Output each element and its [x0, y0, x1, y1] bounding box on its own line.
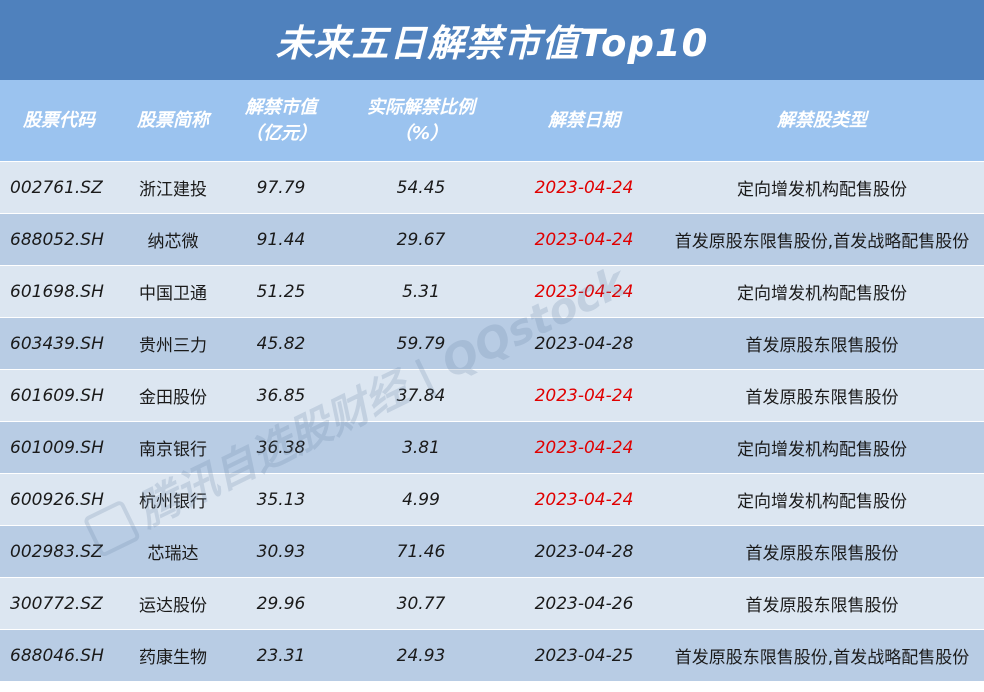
share-type-cell: 定向增发机构配售股份	[737, 492, 907, 512]
unlock-ratio-cell: 71.46	[396, 541, 446, 562]
share-type-cell: 首发原股东限售股份	[745, 544, 899, 564]
unlock-value-cell: 30.93	[256, 541, 306, 562]
stock-code-cell: 601609.SH	[10, 385, 104, 406]
unlock-value-cell: 45.82	[256, 333, 306, 354]
unlock-value-cell: 97.79	[256, 177, 306, 198]
unlock-ratio-cell: 37.84	[396, 385, 446, 406]
stock-name-cell: 贵州三力	[139, 336, 207, 356]
table-row: 002761.SZ 浙江建投 97.79 54.45 2023-04-24 定向增发机构配…	[0, 161, 984, 213]
header-label: 解禁日期	[548, 109, 620, 131]
unlock-date-cell: 2023-04-24	[534, 177, 634, 198]
stock-name-cell: 中国卫通	[139, 284, 207, 304]
header-label: 股票简称	[137, 109, 209, 131]
unlock-value-cell: 29.96	[256, 593, 306, 614]
unlock-value-cell: 23.31	[256, 645, 306, 666]
share-type-cell: 首发原股东限售股份	[745, 336, 899, 356]
table-row: 601698.SH 中国卫通 51.25 5.31 2023-04-24 定向增发机构配售…	[0, 265, 984, 317]
page-title: 未来五日解禁市值Top10	[0, 0, 984, 80]
unlock-date-cell: 2023-04-26	[534, 593, 634, 614]
stock-name-cell: 纳芯微	[147, 232, 199, 252]
table-body: 002761.SZ 浙江建投 97.79 54.45 2023-04-24 定向增发机构配…	[0, 161, 984, 681]
header-unlock-value: 解禁市值 （亿元）	[228, 80, 334, 161]
unlock-date-cell: 2023-04-28	[534, 541, 634, 562]
table-row: 603439.SH 贵州三力 45.82 59.79 2023-04-28 首发原股东限售…	[0, 317, 984, 369]
table-row: 688046.SH 药康生物 23.31 24.93 2023-04-25 首发原股东限售…	[0, 629, 984, 681]
unlock-ratio-cell: 59.79	[396, 333, 446, 354]
table-header: 股票代码 股票简称 解禁市值 （亿元） 实际解禁比例 （%） 解禁日期 解禁股类…	[0, 80, 984, 161]
unlock-ratio-cell: 29.67	[396, 229, 446, 250]
stock-name-cell: 南京银行	[139, 440, 207, 460]
header-unlock-ratio: 实际解禁比例 （%）	[334, 80, 508, 161]
stock-code-cell: 601009.SH	[10, 437, 104, 458]
share-type-cell: 首发原股东限售股份,首发战略配售股份	[674, 648, 970, 668]
share-type-cell: 首发原股东限售股份	[745, 388, 899, 408]
stock-code-cell: 300772.SZ	[10, 593, 103, 614]
unlock-value-cell: 36.85	[256, 385, 306, 406]
unlock-date-cell: 2023-04-24	[534, 281, 634, 302]
share-type-cell: 定向增发机构配售股份	[737, 440, 907, 460]
unlock-date-cell: 2023-04-24	[534, 437, 634, 458]
unlock-date-cell: 2023-04-28	[534, 333, 634, 354]
stock-code-cell: 601698.SH	[10, 281, 104, 302]
share-type-cell: 定向增发机构配售股份	[737, 180, 907, 200]
header-label: 解禁股类型	[777, 109, 867, 131]
stock-code-cell: 603439.SH	[10, 333, 104, 354]
header-stock-code: 股票代码	[0, 80, 118, 161]
stock-code-cell: 002761.SZ	[10, 177, 103, 198]
header-label: 解禁市值	[245, 96, 317, 118]
stock-name-cell: 运达股份	[139, 596, 207, 616]
stock-name-cell: 芯瑞达	[147, 544, 199, 564]
unlock-value-cell: 35.13	[256, 489, 306, 510]
unlock-value-cell: 36.38	[256, 437, 306, 458]
share-type-cell: 首发原股东限售股份,首发战略配售股份	[674, 232, 970, 252]
table-row: 688052.SH 纳芯微 91.44 29.67 2023-04-24 首发原股东限售股…	[0, 213, 984, 265]
unlock-ratio-cell: 30.77	[396, 593, 446, 614]
unlock-date-cell: 2023-04-24	[534, 489, 634, 510]
header-unit: （%）	[393, 122, 449, 144]
unlock-ratio-cell: 5.31	[402, 281, 440, 302]
header-unit: （亿元）	[245, 122, 317, 144]
stock-name-cell: 杭州银行	[139, 492, 207, 512]
unlock-value-cell: 91.44	[256, 229, 306, 250]
stock-code-cell: 688046.SH	[10, 645, 104, 666]
unlock-value-cell: 51.25	[256, 281, 306, 302]
unlock-date-cell: 2023-04-24	[534, 229, 634, 250]
table-row: 601009.SH 南京银行 36.38 3.81 2023-04-24 定向增发机构配售…	[0, 421, 984, 473]
stock-name-cell: 药康生物	[139, 648, 207, 668]
table-row: 300772.SZ 运达股份 29.96 30.77 2023-04-26 首发原股东限售…	[0, 577, 984, 629]
table-row: 600926.SH 杭州银行 35.13 4.99 2023-04-24 定向增发机构配售…	[0, 473, 984, 525]
header-label: 股票代码	[23, 109, 95, 131]
header-unlock-date: 解禁日期	[508, 80, 660, 161]
table-row: 601609.SH 金田股份 36.85 37.84 2023-04-24 首发原股东限售…	[0, 369, 984, 421]
unlock-date-cell: 2023-04-24	[534, 385, 634, 406]
share-type-cell: 首发原股东限售股份	[745, 596, 899, 616]
unlock-ratio-cell: 4.99	[402, 489, 440, 510]
share-type-cell: 定向增发机构配售股份	[737, 284, 907, 304]
stock-code-cell: 002983.SZ	[10, 541, 103, 562]
stock-code-cell: 688052.SH	[10, 229, 104, 250]
unlock-date-cell: 2023-04-25	[534, 645, 634, 666]
unlock-ratio-cell: 3.81	[402, 437, 440, 458]
unlock-ratio-cell: 54.45	[396, 177, 446, 198]
header-stock-name: 股票简称	[118, 80, 228, 161]
header-share-type: 解禁股类型	[660, 80, 984, 161]
header-label: 实际解禁比例	[367, 96, 475, 118]
unlock-ratio-cell: 24.93	[396, 645, 446, 666]
table-row: 002983.SZ 芯瑞达 30.93 71.46 2023-04-28 首发原股东限售股…	[0, 525, 984, 577]
stock-name-cell: 金田股份	[139, 388, 207, 408]
stock-name-cell: 浙江建投	[139, 180, 207, 200]
stock-code-cell: 600926.SH	[10, 489, 104, 510]
